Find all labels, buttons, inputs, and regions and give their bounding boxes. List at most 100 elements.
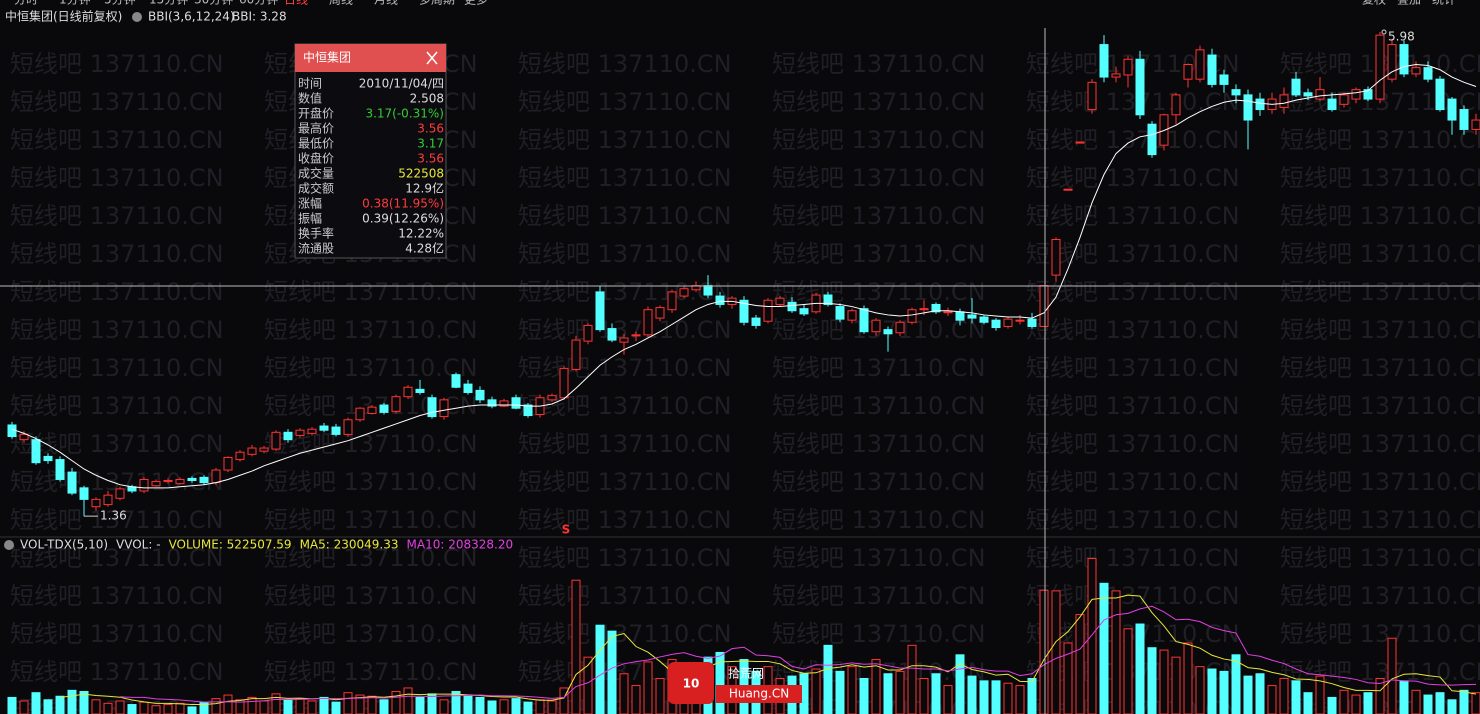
candle-body xyxy=(1231,89,1241,96)
candle-body xyxy=(835,306,845,320)
volume-legend: MA5: 230049.33 xyxy=(300,538,399,552)
volume-bar xyxy=(187,706,197,714)
tooltip-close[interactable] xyxy=(426,51,438,65)
watermark: 短线吧 137110.CN xyxy=(1026,164,1240,192)
toolbar-tab[interactable]: 分时 xyxy=(14,0,38,7)
volume-bar xyxy=(859,677,869,714)
candle-body xyxy=(559,367,569,399)
logo-name: 拾荒网 xyxy=(728,666,764,681)
watermark: 短线吧 137110.CN xyxy=(264,468,478,496)
candle-body xyxy=(235,451,245,461)
tooltip-value: 522508 xyxy=(398,167,444,181)
tooltip-label: 最高价 xyxy=(298,121,334,136)
watermark: 短线吧 137110.CN xyxy=(518,544,732,572)
toolbar-tab[interactable]: 更多 xyxy=(464,0,488,7)
volume-bar xyxy=(1171,656,1181,714)
tooltip-label: 振幅 xyxy=(298,211,322,226)
watermark: 短线吧 137110.CN xyxy=(1280,430,1480,458)
tooltip-value: 3.56 xyxy=(417,122,444,136)
candle-body xyxy=(919,308,929,311)
volume-bar xyxy=(835,670,845,714)
toolbar-tab[interactable]: 周线 xyxy=(329,0,353,7)
candle-body xyxy=(211,469,221,484)
volume-legend: VVOL: - xyxy=(116,538,161,552)
watermark: 短线吧 137110.CN xyxy=(518,582,732,610)
vol-toggle[interactable] xyxy=(4,540,14,550)
candle-body xyxy=(607,328,617,341)
watermark: 短线吧 137110.CN xyxy=(10,126,224,154)
watermark: 短线吧 137110.CN xyxy=(1280,354,1480,382)
watermark: 短线吧 137110.CN xyxy=(10,278,224,306)
toolbar-tab[interactable]: 月线 xyxy=(374,0,398,7)
volume-bar xyxy=(895,670,905,714)
toolbar-tab[interactable]: 多周期 xyxy=(419,0,455,7)
candle-body xyxy=(667,291,677,311)
toolbar-tab[interactable]: 30分钟 xyxy=(194,0,233,7)
toolbar-tab[interactable]: 日线 xyxy=(284,0,308,7)
watermark: 短线吧 137110.CN xyxy=(772,202,986,230)
watermark: 短线吧 137110.CN xyxy=(264,544,478,572)
watermark: 短线吧 137110.CN xyxy=(1280,164,1480,192)
volume-bar xyxy=(1111,590,1121,714)
volume-bar xyxy=(211,698,221,714)
candle-body xyxy=(151,481,161,487)
volume-bar xyxy=(115,700,125,714)
volume-bar xyxy=(1447,699,1457,714)
toolbar-tab[interactable]: 60分钟 xyxy=(239,0,278,7)
candle-body xyxy=(67,471,77,494)
tooltip-box xyxy=(294,43,447,259)
volume-bar xyxy=(1051,590,1061,714)
indicator-toggle[interactable] xyxy=(132,12,142,22)
candle-body xyxy=(1051,238,1061,276)
volume-bar xyxy=(643,661,653,714)
tooltip-label: 时间 xyxy=(298,77,322,91)
toolbar-button[interactable]: 叠加 xyxy=(1397,0,1421,7)
tooltip-value: 12.22% xyxy=(398,227,444,241)
tooltip-label: 成交量 xyxy=(298,166,334,181)
candle-body xyxy=(1327,98,1337,111)
tooltip-label: 开盘价 xyxy=(298,106,334,121)
volume-bar xyxy=(655,677,665,714)
volume-bar xyxy=(907,644,917,714)
volume-bar xyxy=(259,700,269,714)
volume-bar xyxy=(1399,680,1409,714)
volume-bar xyxy=(847,666,857,714)
candle-body xyxy=(1111,73,1121,78)
toolbar-tab[interactable]: 1分钟 xyxy=(59,0,91,7)
volume-bar xyxy=(139,701,149,714)
toolbar-tab[interactable]: 15分钟 xyxy=(149,0,188,7)
volume-bar xyxy=(343,692,353,714)
candle-body xyxy=(19,433,29,441)
watermark: 短线吧 137110.CN xyxy=(10,392,224,420)
candle-body xyxy=(1435,78,1445,111)
toolbar-tab[interactable]: 5分钟 xyxy=(104,0,136,7)
signal-marker: S xyxy=(562,523,571,537)
volume-bar xyxy=(451,691,461,714)
watermark: 短线吧 137110.CN xyxy=(772,164,986,192)
candle-body xyxy=(1135,58,1145,116)
candle-body xyxy=(1399,44,1409,75)
watermark: 短线吧 137110.CN xyxy=(772,354,986,382)
candle-body xyxy=(703,285,713,296)
candle-body xyxy=(1363,89,1373,100)
watermark: 短线吧 137110.CN xyxy=(1280,316,1480,344)
watermark: 短线吧 137110.CN xyxy=(772,620,986,648)
toolbar-button[interactable]: 复权 xyxy=(1362,0,1386,7)
volume-bar xyxy=(499,699,509,714)
watermark: 短线吧 137110.CN xyxy=(10,354,224,382)
watermark: 短线吧 137110.CN xyxy=(264,620,478,648)
tooltip-label: 收盘价 xyxy=(298,151,334,166)
candle-body xyxy=(511,397,521,409)
volume-bar xyxy=(1123,628,1133,714)
candle-body xyxy=(1075,141,1085,144)
candle-body xyxy=(883,329,893,335)
candle-body xyxy=(871,319,881,333)
tooltip-label: 最低价 xyxy=(298,137,334,151)
candle-body xyxy=(259,447,269,452)
toolbar-button[interactable]: 统计 xyxy=(1432,0,1456,7)
candle-body xyxy=(1039,285,1049,327)
low-label: 1.36 xyxy=(100,509,127,523)
candle-body xyxy=(1423,67,1433,80)
volume-bar xyxy=(931,673,941,714)
